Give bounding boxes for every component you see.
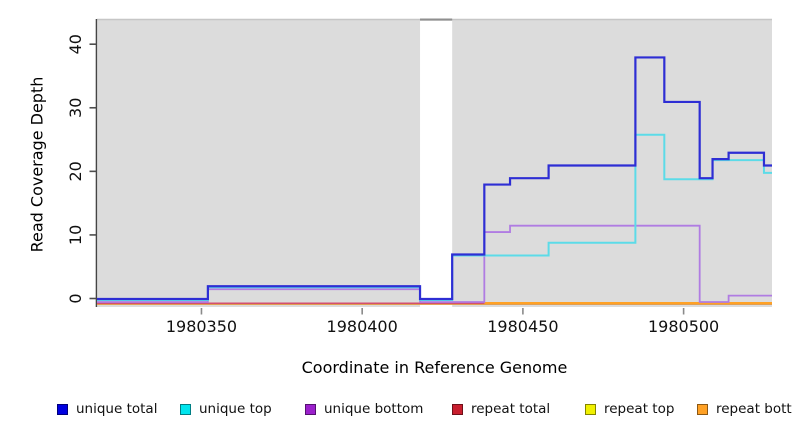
y-tick-label: 10: [66, 225, 85, 245]
legend-swatch-repeat-top: [585, 403, 596, 415]
series-line-unique-bottom: [97, 224, 772, 303]
y-tick-label: 40: [66, 34, 85, 54]
no-data-gap-band: [420, 21, 453, 307]
legend-entry-repeat-bottom: repeat bottom: [697, 400, 792, 418]
x-axis-label: Coordinate in Reference Genome: [301, 358, 568, 377]
legend-label-unique-total: unique total: [76, 401, 158, 417]
y-tick-label: 30: [66, 98, 85, 118]
x-tick-label: 1980350: [166, 317, 237, 336]
legend-swatch-unique-total: [57, 403, 68, 415]
legend: unique total unique top unique bottom re…: [0, 400, 792, 422]
legend-label-repeat-bottom: repeat bottom: [716, 401, 792, 417]
series-line-unique-total: [97, 56, 772, 301]
legend-entry-unique-total: unique total: [57, 400, 157, 418]
legend-swatch-repeat-bottom: [697, 403, 708, 415]
legend-swatch-unique-top: [180, 403, 191, 415]
legend-label-unique-bottom: unique bottom: [324, 401, 424, 417]
legend-entry-repeat-total: repeat total: [452, 400, 550, 418]
legend-entry-repeat-top: repeat top: [585, 400, 674, 418]
legend-label-repeat-top: repeat top: [604, 401, 675, 417]
legend-label-unique-top: unique top: [199, 401, 272, 417]
x-tick-label: 1980450: [487, 317, 558, 336]
y-tick-label: 20: [66, 161, 85, 181]
legend-label-repeat-total: repeat total: [471, 401, 551, 417]
x-tick-label: 1980500: [648, 317, 719, 336]
legend-swatch-repeat-total: [452, 403, 463, 415]
y-axis-label: Read Coverage Depth: [27, 76, 47, 253]
x-tick-label: 1980400: [327, 317, 398, 336]
legend-entry-unique-top: unique top: [180, 400, 272, 418]
legend-entry-unique-bottom: unique bottom: [305, 400, 423, 418]
legend-swatch-unique-bottom: [305, 403, 316, 415]
y-tick-label: 0: [66, 293, 85, 303]
